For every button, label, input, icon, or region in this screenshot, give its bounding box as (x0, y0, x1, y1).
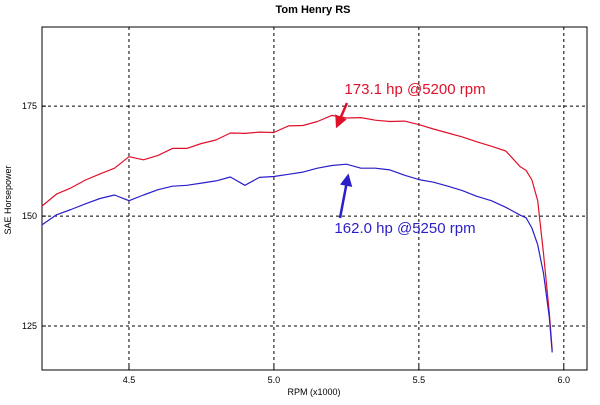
plot-area (41, 26, 588, 371)
x-tick-label: 6.0 (558, 375, 571, 385)
series-line-red (41, 114, 553, 351)
chart-title: Tom Henry RS (276, 4, 351, 16)
y-tick-label: 125 (22, 321, 37, 331)
y-tick-label: 175 (22, 101, 37, 111)
series-line-blue (41, 163, 553, 353)
annotation-arrow (335, 102, 349, 129)
x-tick-label: 4.5 (123, 375, 136, 385)
annotations: 173.1 hp @5200 rpm 162.0 hp @5250 rpm (334, 81, 485, 237)
x-axis-label: RPM (x1000) (287, 387, 340, 397)
x-tick-label: 5.5 (413, 375, 426, 385)
peak-label-blue: 162.0 hp @5250 rpm (334, 220, 475, 237)
annotation-arrow (338, 173, 353, 219)
grid (42, 27, 587, 370)
series-lines (41, 114, 553, 353)
axis-ticks: 4.5 5.0 5.5 6.0 125 150 175 (22, 101, 570, 385)
peak-label-red: 173.1 hp @5200 rpm (344, 81, 485, 98)
y-axis-label: SAE Horsepower (3, 165, 13, 234)
y-tick-label: 150 (22, 211, 37, 221)
x-tick-label: 5.0 (268, 375, 281, 385)
